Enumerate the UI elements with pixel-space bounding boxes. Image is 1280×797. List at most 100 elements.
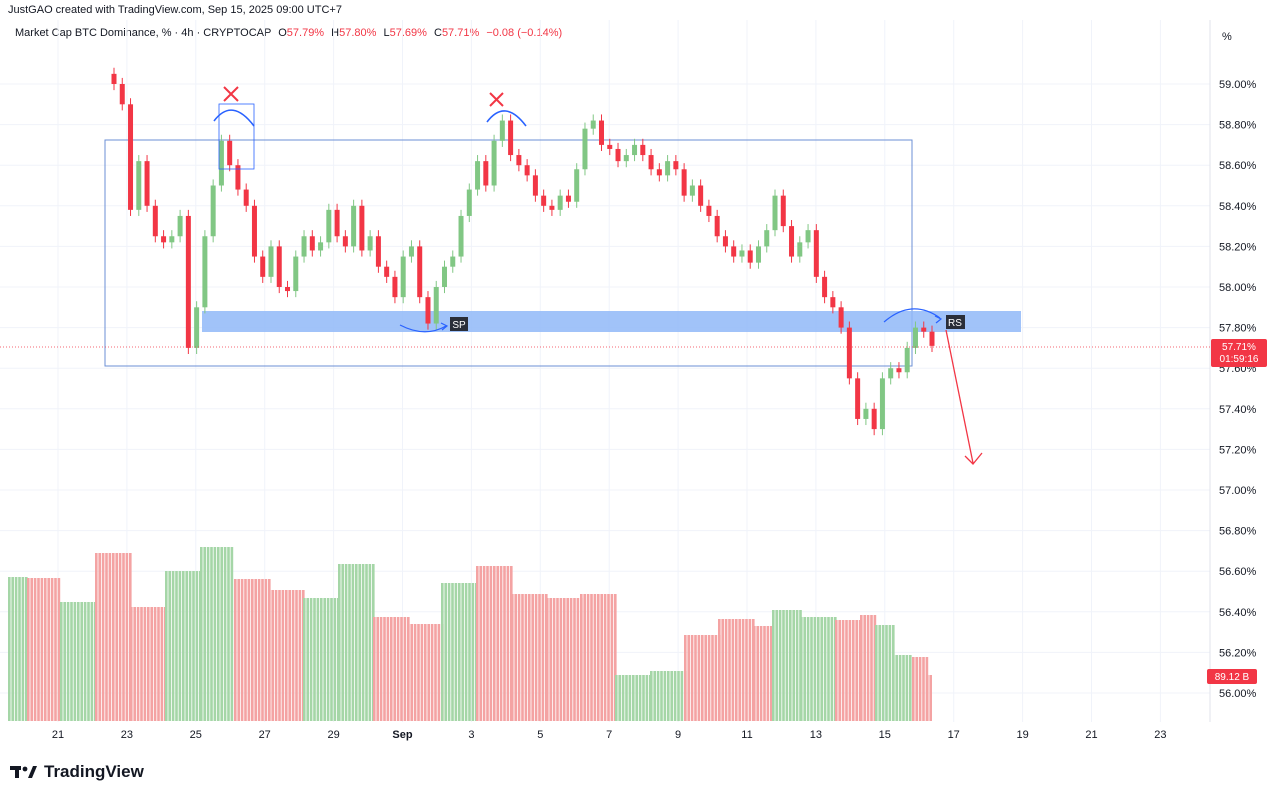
volume-bar: [870, 615, 873, 721]
candle-body: [210, 185, 216, 237]
candle-body: [706, 205, 712, 216]
candle-body: [632, 144, 638, 156]
candle-body: [342, 236, 348, 247]
candle-body: [822, 276, 828, 298]
x-tick-label: 25: [190, 729, 202, 741]
volume-bar: [365, 564, 368, 721]
volume-bar: [614, 594, 617, 721]
volume-bar: [549, 598, 552, 721]
candle-body: [318, 242, 324, 251]
volume-bar: [534, 594, 538, 721]
volume-bar: [521, 594, 524, 721]
volume-bar: [680, 671, 684, 721]
volume-bar: [379, 617, 383, 721]
volume-bar: [278, 590, 281, 721]
volume-bar: [73, 602, 77, 721]
volume-bar: [330, 598, 333, 721]
legend-open-value: 57.79%: [286, 27, 325, 39]
volume-bar: [806, 617, 810, 721]
volume-bar: [580, 594, 583, 721]
volume-bar: [817, 617, 820, 721]
legend-change: −0.08 (−0.14%): [486, 27, 563, 39]
volume-bar: [271, 590, 274, 721]
candle-body: [764, 230, 770, 247]
arrow-head-icon: [964, 452, 983, 465]
volume-bar: [390, 617, 393, 721]
volume-bar: [645, 675, 649, 721]
candle-body: [475, 161, 481, 190]
candle-body: [309, 236, 315, 251]
volume-bar: [122, 553, 125, 721]
legend-high-value: 57.80%: [339, 27, 377, 39]
volume-bar: [845, 620, 848, 721]
volume-bar: [143, 607, 147, 721]
volume-bar: [461, 583, 464, 721]
volume-bar: [772, 610, 775, 721]
volume-bar: [531, 594, 534, 721]
volume-bar: [763, 626, 766, 721]
volume-bar: [288, 590, 291, 721]
volume-bar: [556, 598, 559, 721]
volume-bar: [237, 579, 240, 721]
candle-body: [698, 185, 704, 206]
candle-body: [731, 246, 737, 257]
y-tick-label: 58.20%: [1219, 241, 1257, 253]
volume-bar: [348, 564, 351, 721]
volume-bar: [90, 602, 94, 721]
volume-bar: [795, 610, 799, 721]
volume-bar: [295, 590, 298, 721]
volume-bar: [268, 590, 271, 721]
volume-bar: [403, 617, 407, 721]
volume-bar: [852, 620, 855, 721]
axis-unit-label[interactable]: %: [1222, 31, 1232, 43]
volume-bar: [281, 590, 285, 721]
candle-body: [268, 246, 274, 277]
legend-low-value: 57.69%: [389, 27, 427, 39]
volume-bar: [203, 547, 206, 721]
legend-close-value: 57.71%: [441, 27, 480, 39]
volume-bar: [607, 594, 610, 721]
candle-body: [830, 297, 836, 308]
y-tick-label: 58.60%: [1219, 160, 1257, 172]
volume-bar: [33, 578, 37, 721]
top-arc-1: [213, 109, 255, 127]
candle-body: [747, 250, 753, 263]
highlight-box: [218, 103, 255, 170]
price-tag: [1211, 339, 1267, 367]
y-tick-label: 59.00%: [1219, 79, 1257, 91]
volume-bar: [130, 607, 133, 721]
candle-body: [235, 165, 241, 190]
x-tick-label: 5: [537, 729, 543, 741]
volume-bar: [559, 598, 563, 721]
volume-bars: [8, 547, 932, 721]
candle-body: [144, 161, 150, 206]
volume-bar: [323, 598, 326, 721]
chart-credit: JustGAO created with TradingView.com, Se…: [8, 4, 342, 16]
volume-bar: [718, 619, 721, 721]
volume-bar: [165, 571, 168, 721]
candle-body: [656, 169, 662, 176]
tradingview-logo[interactable]: TradingView: [10, 762, 144, 782]
volume-bar: [40, 578, 44, 721]
volume-bar: [823, 617, 827, 721]
candle-body: [871, 408, 877, 430]
volume-bar: [217, 547, 220, 721]
volume-bar: [30, 578, 33, 721]
volume-bar: [724, 619, 728, 721]
volume-bar: [610, 594, 614, 721]
volume-bar: [192, 571, 195, 721]
volume-bar: [753, 626, 756, 721]
candle-body: [161, 236, 167, 243]
candle-body: [780, 195, 786, 227]
volume-bar: [728, 619, 731, 721]
x-tick-label: 7: [606, 729, 612, 741]
candle-body: [483, 161, 489, 186]
volume-bar: [912, 657, 915, 721]
volume-bar: [800, 617, 803, 721]
volume-bar: [684, 635, 687, 721]
volume-bar: [57, 578, 61, 721]
y-tick-label: 58.00%: [1219, 282, 1257, 294]
volume-bar: [476, 566, 479, 721]
volume-bar: [168, 571, 171, 721]
